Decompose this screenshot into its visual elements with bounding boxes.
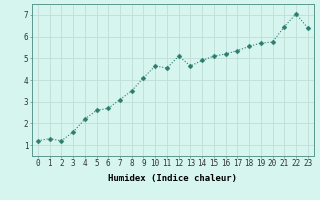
X-axis label: Humidex (Indice chaleur): Humidex (Indice chaleur) bbox=[108, 174, 237, 183]
